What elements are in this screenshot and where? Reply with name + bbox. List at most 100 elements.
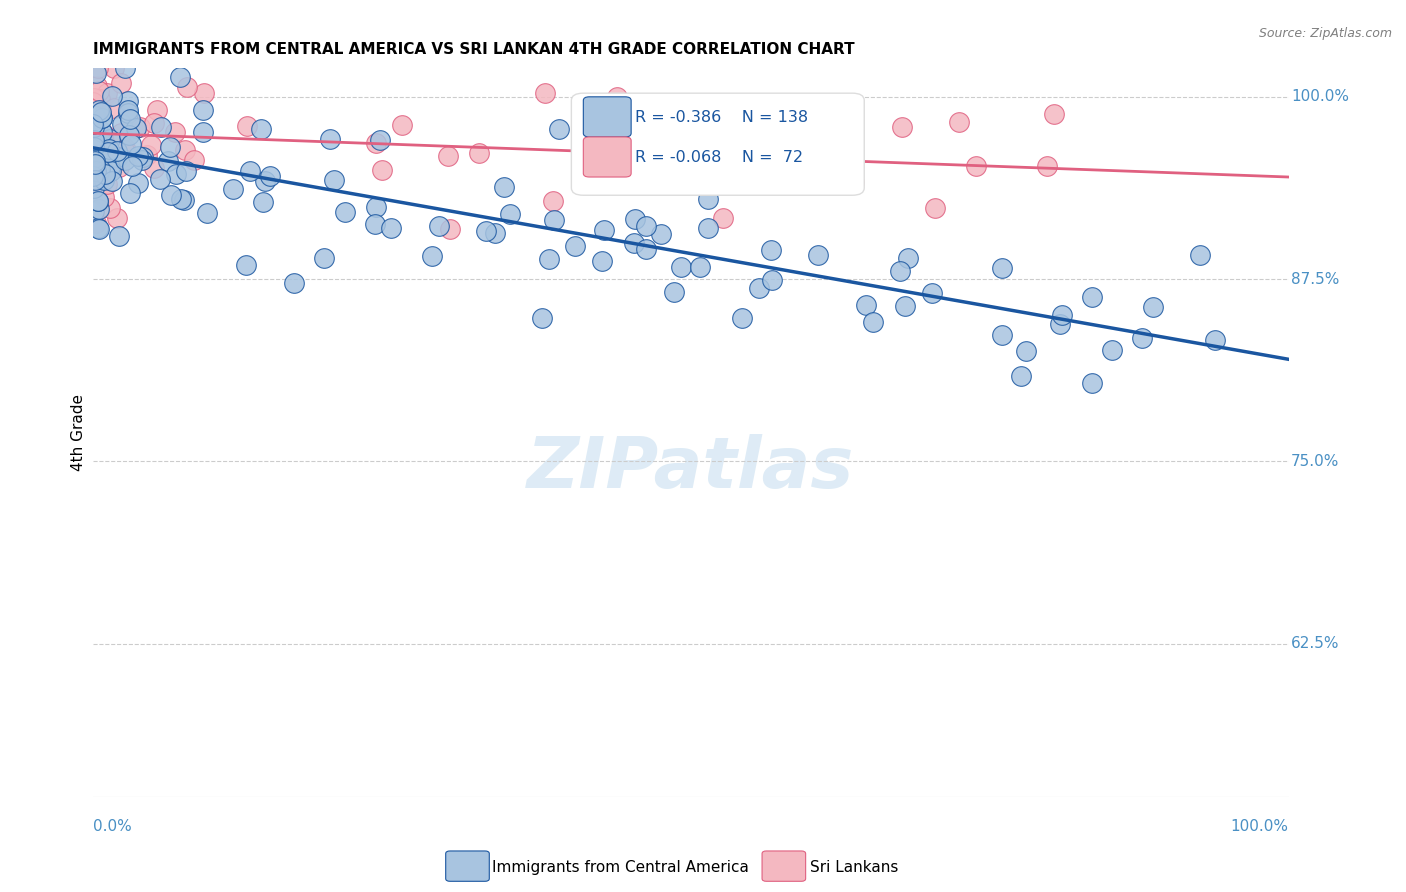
Point bbox=[101, 88, 124, 103]
Point bbox=[82, 96, 104, 111]
Point bbox=[183, 153, 205, 167]
Point bbox=[543, 194, 565, 209]
Point bbox=[253, 174, 276, 188]
Point bbox=[98, 142, 121, 156]
Point bbox=[108, 153, 131, 167]
Point bbox=[84, 109, 107, 123]
Point bbox=[748, 280, 770, 294]
Point bbox=[364, 200, 387, 214]
Point bbox=[322, 173, 344, 187]
FancyBboxPatch shape bbox=[583, 136, 631, 177]
Point bbox=[82, 152, 104, 166]
Point bbox=[82, 171, 104, 186]
Point bbox=[82, 169, 104, 183]
Point bbox=[111, 117, 134, 131]
Point bbox=[368, 132, 391, 146]
Point bbox=[165, 167, 187, 181]
Point bbox=[103, 101, 125, 115]
Point bbox=[499, 207, 522, 221]
Point bbox=[437, 149, 460, 163]
Point bbox=[890, 120, 912, 135]
Point bbox=[1036, 159, 1059, 173]
Point bbox=[1010, 369, 1032, 384]
Point bbox=[146, 103, 169, 117]
Point bbox=[671, 170, 693, 185]
FancyBboxPatch shape bbox=[571, 93, 865, 195]
Point bbox=[252, 195, 274, 210]
Point bbox=[475, 224, 498, 238]
Point bbox=[90, 105, 112, 120]
Text: Source: ZipAtlas.com: Source: ZipAtlas.com bbox=[1258, 27, 1392, 40]
Point bbox=[222, 182, 245, 196]
Point bbox=[894, 299, 917, 313]
Point bbox=[108, 160, 131, 174]
Point bbox=[159, 140, 181, 154]
Point bbox=[97, 149, 120, 163]
Point bbox=[84, 159, 107, 173]
Point bbox=[114, 153, 136, 168]
Point bbox=[176, 79, 198, 94]
Point bbox=[91, 126, 114, 140]
Point bbox=[118, 112, 141, 126]
Point bbox=[862, 315, 884, 329]
Point bbox=[564, 239, 586, 253]
Point bbox=[548, 121, 571, 136]
Point bbox=[84, 216, 107, 230]
Point bbox=[107, 228, 129, 243]
Point bbox=[128, 120, 150, 135]
Point bbox=[855, 298, 877, 312]
Point bbox=[174, 143, 197, 157]
Point bbox=[89, 153, 111, 167]
Point bbox=[921, 285, 943, 300]
Point bbox=[150, 120, 173, 134]
Point bbox=[114, 61, 136, 75]
Point bbox=[991, 261, 1014, 276]
Point bbox=[897, 251, 920, 265]
Point bbox=[105, 150, 128, 164]
Point bbox=[239, 164, 262, 178]
Point bbox=[149, 172, 172, 186]
Point bbox=[83, 91, 105, 105]
Point bbox=[87, 221, 110, 235]
Point bbox=[1189, 248, 1212, 262]
Point bbox=[157, 154, 180, 169]
Point bbox=[807, 247, 830, 261]
Point bbox=[191, 103, 214, 117]
Point bbox=[731, 311, 754, 326]
Point bbox=[335, 205, 357, 219]
Point bbox=[91, 125, 114, 139]
Point bbox=[86, 164, 108, 178]
Point bbox=[93, 134, 115, 148]
Text: R = -0.386    N = 138: R = -0.386 N = 138 bbox=[634, 110, 808, 125]
Point bbox=[534, 87, 557, 101]
Point bbox=[174, 164, 197, 178]
Point bbox=[606, 89, 628, 103]
Point bbox=[648, 152, 671, 166]
Y-axis label: 4th Grade: 4th Grade bbox=[72, 393, 86, 471]
Point bbox=[105, 144, 128, 158]
Text: 75.0%: 75.0% bbox=[1291, 454, 1340, 469]
Point bbox=[120, 186, 142, 201]
Point bbox=[82, 158, 104, 172]
Point bbox=[543, 212, 565, 227]
Text: ZIPatlas: ZIPatlas bbox=[527, 434, 855, 503]
Point bbox=[991, 328, 1014, 343]
Point bbox=[83, 133, 105, 147]
Point bbox=[83, 105, 105, 120]
Point bbox=[689, 260, 711, 274]
Point bbox=[1130, 331, 1153, 345]
Point bbox=[94, 167, 117, 181]
Point bbox=[143, 116, 166, 130]
Text: 100.0%: 100.0% bbox=[1230, 819, 1289, 834]
Point bbox=[117, 106, 139, 120]
Point bbox=[98, 201, 121, 215]
Point bbox=[83, 173, 105, 187]
Point bbox=[749, 119, 772, 133]
Point bbox=[593, 222, 616, 236]
Point bbox=[117, 103, 139, 117]
Point bbox=[83, 139, 105, 153]
Point bbox=[131, 153, 153, 168]
Point bbox=[101, 174, 124, 188]
Point bbox=[90, 123, 112, 137]
Point bbox=[93, 172, 115, 186]
